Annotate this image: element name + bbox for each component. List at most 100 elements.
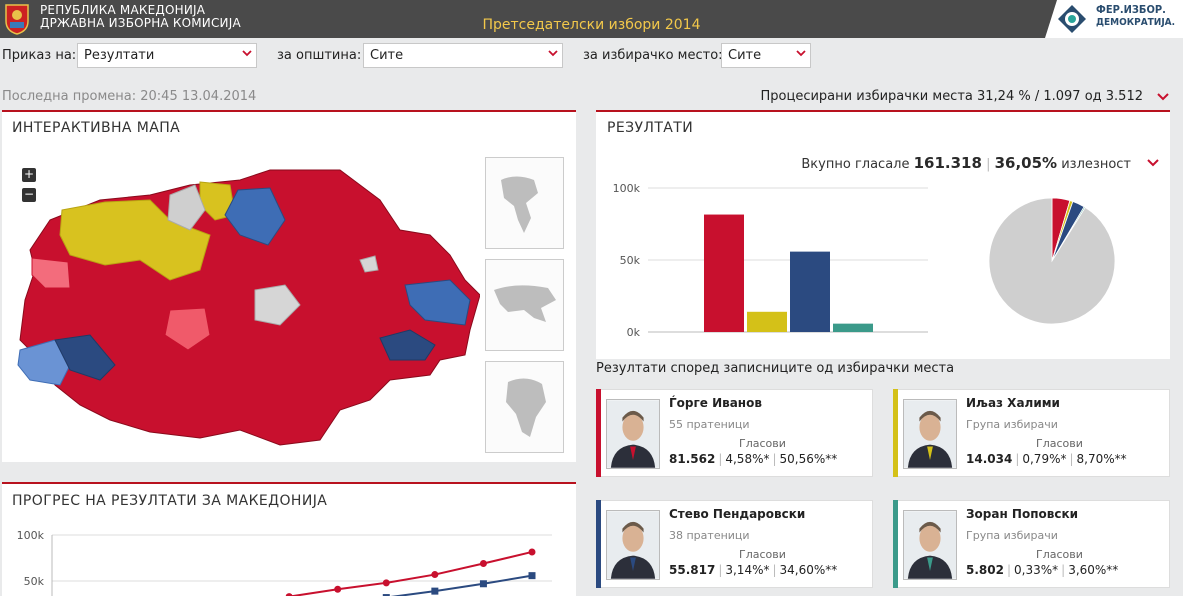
progress-panel (2, 482, 576, 596)
americas-globe-icon (501, 176, 538, 233)
bar-4 (833, 323, 873, 332)
candidate-photo-icon (606, 510, 660, 580)
last-change-text: Последна промена: 20:45 13.04.2014 (2, 89, 257, 104)
processed-stations-text: Процесирани избирачки места 31,24 % / 1.… (760, 89, 1144, 104)
total-votes: 161.318 (913, 154, 982, 172)
candidate-pct-registered: 3,14%* (725, 563, 770, 577)
expand-chevron-icon[interactable] (1156, 92, 1170, 102)
votes-label: Гласови (739, 437, 786, 450)
show-select-value: Резултати (84, 48, 155, 63)
candidate-votes: 81.562 (669, 452, 716, 466)
progress-line-2 (390, 574, 533, 596)
results-bar-chart: 100k 50k 0k (613, 182, 928, 339)
progress-point (334, 585, 342, 593)
candidate-name: Зоран Поповски (966, 507, 1079, 521)
municipality-select[interactable]: Сите (363, 43, 563, 68)
y-tick-label: 0k (627, 326, 641, 339)
results-pie-chart (988, 197, 1116, 325)
progress-point (382, 594, 390, 596)
candidate-card[interactable]: Иљаз Халими Група избирачи Гласови 14.03… (893, 389, 1170, 477)
region-pendarovski-east[interactable] (404, 279, 471, 326)
municipality-select-value: Сите (370, 48, 404, 63)
y-tick-label: 50k (24, 575, 45, 588)
progress-point (528, 548, 536, 556)
macedonia-map[interactable] (10, 160, 480, 460)
bar-2 (747, 311, 787, 332)
region-pendarovski-southwest[interactable] (54, 334, 116, 381)
candidate-photo-icon (903, 510, 957, 580)
region-ivanov-light[interactable] (164, 307, 211, 351)
y-tick-label: 100k (17, 529, 45, 542)
region-pendarovski-north[interactable] (224, 187, 286, 246)
results-caption: Резултати според записниците од избирачк… (596, 361, 955, 376)
eurasia-mini-map[interactable] (485, 259, 564, 351)
candidate-color-bar (893, 389, 898, 477)
map-panel-title: ИНТЕРАКТИВНА МАПА (12, 120, 181, 136)
eurasia-globe-icon (494, 285, 556, 322)
candidate-votes: 5.802 (966, 563, 1004, 577)
total-votes-line: Вкупно гласале 161.318 | 36,05% излезнос… (801, 154, 1131, 172)
bar-3 (790, 251, 830, 332)
zoom-out-button[interactable]: − (22, 187, 36, 202)
progress-point (431, 571, 439, 579)
chevron-down-icon (242, 50, 252, 57)
top-bar (0, 0, 1183, 38)
show-label: Приказ на: (2, 48, 77, 63)
chevron-down-icon (796, 50, 806, 57)
candidate-pct-voted: 3,60%** (1068, 563, 1119, 577)
org-name-line2: ДРЖАВНА ИЗБОРНА КОМИСИЈА (40, 16, 241, 30)
y-tick-label: 100k (613, 182, 641, 195)
expand-chevron-icon[interactable] (1146, 158, 1160, 168)
bar-1 (704, 214, 744, 332)
region-other-small[interactable] (359, 255, 379, 273)
progress-point (479, 560, 487, 568)
org-name-line1: РЕПУБЛИКА МАКЕДОНИЈА (40, 3, 206, 17)
candidate-pct-voted: 50,56%** (779, 452, 838, 466)
candidate-votes-line: 5.802 | 0,33%* | 3,60%** (966, 563, 1119, 577)
region-halimi[interactable] (59, 199, 211, 281)
progress-point (285, 593, 293, 596)
africa-mini-map[interactable] (485, 361, 564, 453)
candidate-name: Стево Пендаровски (669, 507, 806, 521)
zoom-in-button[interactable]: + (22, 167, 36, 182)
pie-slice-5 (988, 197, 1116, 325)
votes-label: Гласови (1036, 437, 1083, 450)
candidate-nominated-by: 55 пратеници (669, 418, 750, 431)
candidate-name: Ѓорге Иванов (669, 396, 762, 410)
candidate-pct-voted: 8,70%** (1076, 452, 1127, 466)
candidate-card[interactable]: Зоран Поповски Група избирачи Гласови 5.… (893, 500, 1170, 588)
progress-point (431, 587, 439, 595)
candidate-votes: 14.034 (966, 452, 1013, 466)
candidate-card[interactable]: Стево Пендаровски 38 пратеници Гласови 5… (596, 500, 873, 588)
candidate-votes-line: 14.034 | 0,79%* | 8,70%** (966, 452, 1127, 466)
progress-point (382, 579, 390, 587)
station-select-value: Сите (728, 48, 762, 63)
votes-label: Гласови (1036, 548, 1083, 561)
results-panel-title: РЕЗУЛТАТИ (607, 120, 694, 136)
candidate-votes-line: 55.817 | 3,14%* | 34,60%** (669, 563, 838, 577)
region-other-north[interactable] (167, 184, 206, 231)
candidate-card[interactable]: Ѓорге Иванов 55 пратеници Гласови 81.562… (596, 389, 873, 477)
candidate-photo-icon (606, 399, 660, 469)
candidate-nominated-by: 38 пратеници (669, 529, 750, 542)
station-select[interactable]: Сите (721, 43, 811, 68)
candidate-name: Иљаз Халими (966, 396, 1060, 410)
candidate-nominated-by: Група избирачи (966, 418, 1058, 431)
show-select[interactable]: Резултати (77, 43, 257, 68)
turnout-value: 36,05% (994, 154, 1058, 172)
fair-election-logo-icon (1058, 5, 1086, 33)
progress-line-1 (285, 550, 533, 596)
region-other-center[interactable] (254, 284, 301, 326)
region-ivanov-light-west[interactable] (31, 257, 71, 289)
americas-mini-map[interactable] (485, 157, 564, 249)
candidate-votes-line: 81.562 | 4,58%* | 50,56%** (669, 452, 838, 466)
progress-line-chart: 100k 50k (17, 529, 552, 596)
candidate-color-bar (596, 500, 601, 588)
candidate-pct-registered: 0,33%* (1014, 563, 1059, 577)
region-pendarovski-southeast[interactable] (379, 329, 436, 361)
africa-globe-icon (506, 378, 546, 437)
municipality-label: за општина: (277, 48, 362, 63)
candidate-pct-voted: 34,60%** (779, 563, 838, 577)
station-label: за избирачко место: (583, 48, 723, 63)
candidate-votes: 55.817 (669, 563, 716, 577)
